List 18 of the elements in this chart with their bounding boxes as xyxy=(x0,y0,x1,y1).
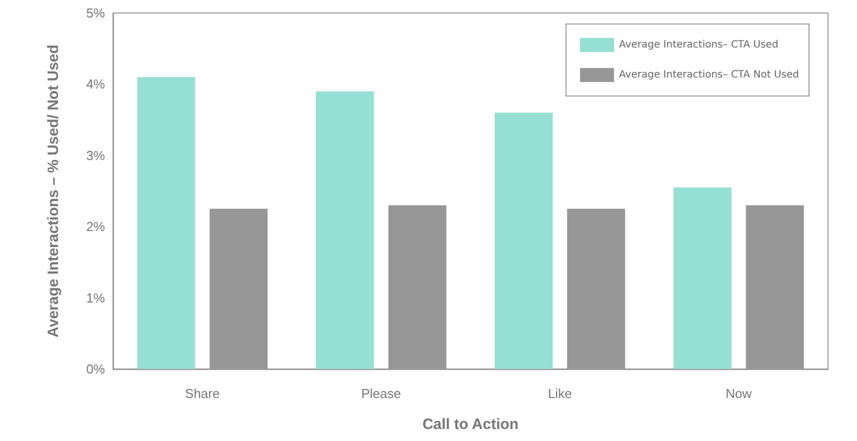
x-tick-label: Please xyxy=(361,386,401,401)
bar xyxy=(673,187,732,369)
x-axis-title: Call to Action xyxy=(422,416,519,433)
y-tick-label: 5% xyxy=(86,6,106,20)
y-tick-label: 3% xyxy=(86,148,106,163)
y-tick-label: 2% xyxy=(86,219,106,234)
bar xyxy=(494,112,553,369)
y-tick-label: 0% xyxy=(86,362,106,376)
y-axis-title: Average Interactions – % Used/ Not Used xyxy=(45,44,62,338)
legend-label: Average Interactions– CTA Used xyxy=(619,40,778,50)
y-tick-label: 4% xyxy=(86,76,106,92)
legend-label: Average Interactions– CTA Not Used xyxy=(619,70,800,80)
x-tick-label: Now xyxy=(726,386,752,401)
x-tick-label: Like xyxy=(548,386,572,401)
x-tick-label: Share xyxy=(185,386,220,401)
bar xyxy=(316,91,374,369)
bar xyxy=(137,77,196,369)
y-tick-label: 1% xyxy=(86,290,106,306)
